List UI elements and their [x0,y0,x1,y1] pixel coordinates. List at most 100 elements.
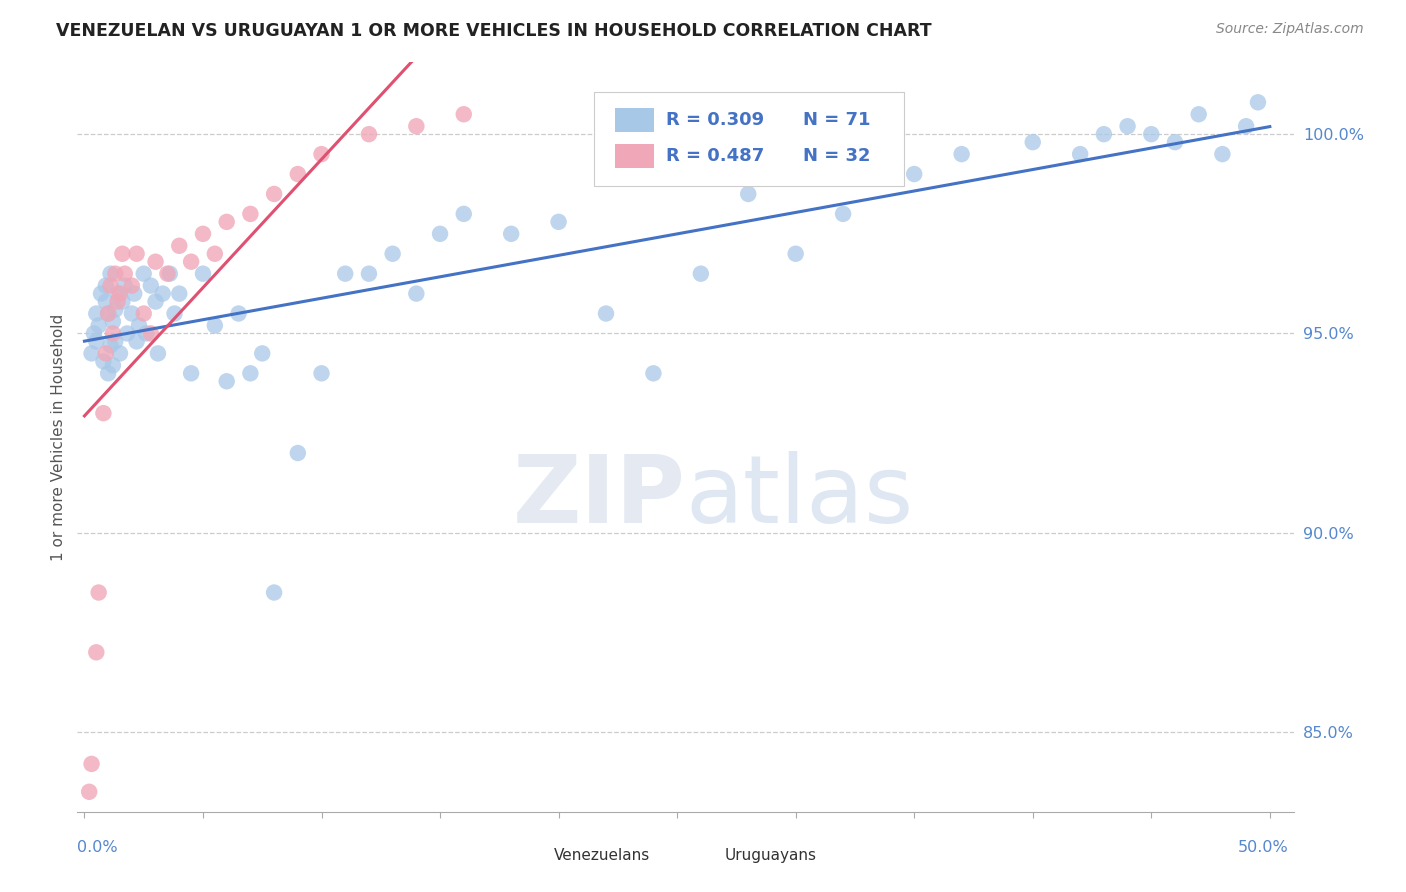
Point [643,367,665,381]
Point [104,334,127,349]
Point [139,278,162,293]
FancyBboxPatch shape [595,93,904,186]
Point [1116,119,1139,133]
Point [84,645,107,659]
Point [263,186,285,201]
Point [107,294,129,309]
Point [429,227,451,241]
Point [132,267,155,281]
Point [94,346,117,360]
Text: Venezuelans: Venezuelans [554,848,651,863]
Point [139,326,162,341]
Point [785,246,807,260]
Point [311,367,333,381]
Point [381,246,404,260]
Point [97,306,120,320]
Point [239,367,262,381]
Point [1234,119,1257,133]
Point [80,346,103,360]
Point [215,374,238,388]
Point [163,306,186,320]
Point [1140,127,1163,141]
Text: 50.0%: 50.0% [1239,839,1289,855]
Text: N = 32: N = 32 [803,147,870,165]
Point [115,326,138,341]
Point [93,406,115,420]
Point [1022,135,1045,149]
Point [204,246,226,260]
Point [169,239,191,253]
Point [111,246,134,260]
Point [97,367,120,381]
FancyBboxPatch shape [614,108,654,132]
Point [191,227,214,241]
Text: ZIP: ZIP [513,451,686,543]
Point [80,756,103,771]
Point [287,167,309,181]
Point [87,318,110,333]
Point [1211,147,1233,161]
Point [121,278,143,293]
Point [152,286,174,301]
Point [311,147,333,161]
Point [903,167,925,181]
Point [159,267,181,281]
Point [83,326,105,341]
Point [128,318,150,333]
Text: R = 0.309: R = 0.309 [666,112,763,129]
Text: Source: ZipAtlas.com: Source: ZipAtlas.com [1216,22,1364,37]
Point [107,286,129,301]
Point [737,186,759,201]
Point [94,294,117,309]
Text: VENEZUELAN VS URUGUAYAN 1 OR MORE VEHICLES IN HOUSEHOLD CORRELATION CHART: VENEZUELAN VS URUGUAYAN 1 OR MORE VEHICL… [56,22,932,40]
Point [111,294,134,309]
Point [104,302,127,317]
Point [1188,107,1211,121]
Point [1092,127,1115,141]
Point [101,359,124,373]
Point [114,267,136,281]
Point [146,346,169,360]
Point [100,278,122,293]
Point [228,306,250,320]
Point [132,306,155,320]
Point [215,215,238,229]
Text: 0.0%: 0.0% [77,839,118,855]
Point [84,306,107,320]
Point [121,306,143,320]
Point [145,254,167,268]
Point [77,785,100,799]
Point [689,267,711,281]
Point [114,278,136,293]
Point [453,207,475,221]
Point [1247,95,1270,110]
Point [100,267,122,281]
Point [405,119,427,133]
Y-axis label: 1 or more Vehicles in Household: 1 or more Vehicles in Household [51,313,66,561]
Point [145,294,167,309]
Text: R = 0.487: R = 0.487 [666,147,765,165]
Point [263,585,285,599]
Text: Uruguayans: Uruguayans [724,848,817,863]
Point [101,314,124,328]
Point [405,286,427,301]
Point [204,318,226,333]
Point [180,254,202,268]
Point [239,207,262,221]
Text: N = 71: N = 71 [803,112,870,129]
Point [97,306,120,320]
Point [125,334,148,349]
Point [335,267,357,281]
Point [101,326,124,341]
Point [87,585,110,599]
Point [156,267,179,281]
FancyBboxPatch shape [614,145,654,168]
Point [357,127,380,141]
Point [135,326,157,341]
Point [100,338,122,352]
Point [287,446,309,460]
Text: atlas: atlas [686,451,914,543]
Point [93,354,115,368]
Point [169,286,191,301]
Point [501,227,523,241]
